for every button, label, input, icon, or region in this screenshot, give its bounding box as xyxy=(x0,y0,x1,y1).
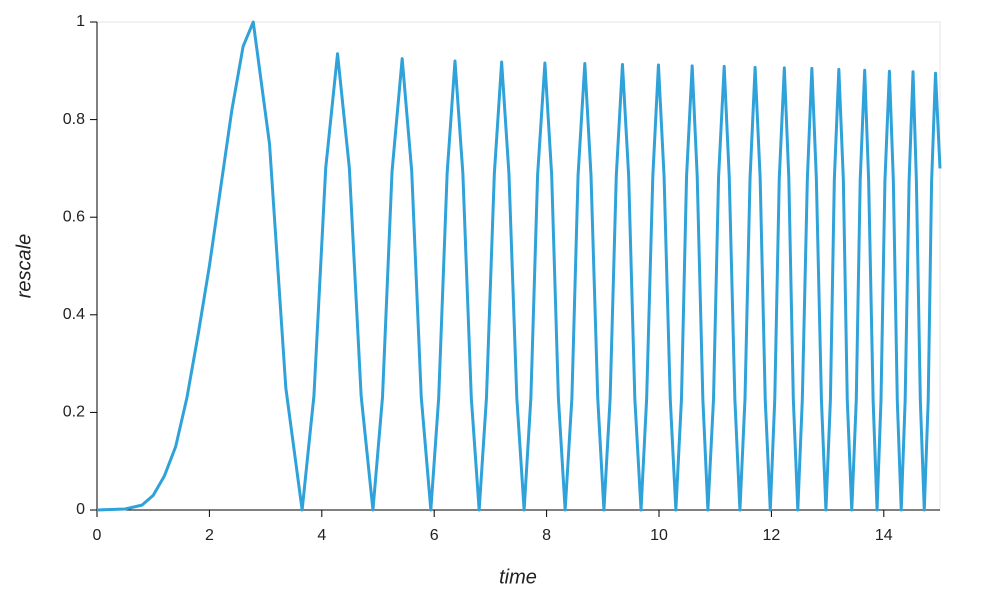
y-tick-label: 0.4 xyxy=(63,306,85,323)
y-tick-label: 0.2 xyxy=(63,404,85,421)
y-tick-label: 1 xyxy=(76,13,85,30)
y-tick-label: 0.6 xyxy=(63,208,85,225)
y-tick-label: 0.8 xyxy=(63,111,85,128)
x-tick-label: 14 xyxy=(875,527,893,544)
line-series xyxy=(96,20,942,512)
x-tick-label: 10 xyxy=(650,527,668,544)
y-axis-label: rescale xyxy=(13,234,35,298)
x-tick-label: 12 xyxy=(763,527,781,544)
x-axis-label: time xyxy=(499,566,537,588)
x-tick-label: 8 xyxy=(542,527,551,544)
x-tick-label: 4 xyxy=(317,527,326,544)
x-tick-label: 0 xyxy=(93,527,102,544)
x-tick-label: 6 xyxy=(430,527,439,544)
y-tick-label: 0 xyxy=(76,501,85,518)
x-tick-label: 2 xyxy=(205,527,214,544)
